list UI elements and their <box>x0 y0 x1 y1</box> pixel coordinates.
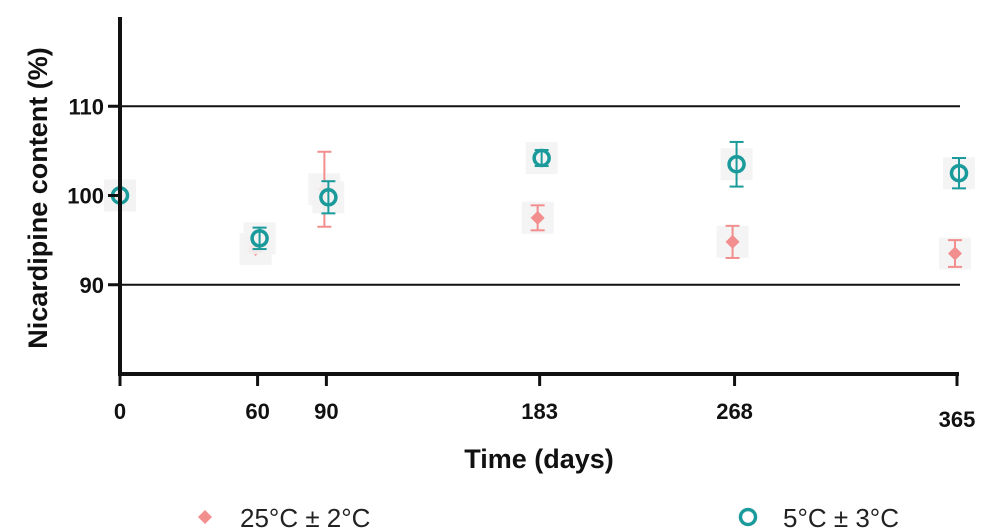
axes: 90 100 110 0 60 90 183 268 365 <box>67 17 975 432</box>
data-point <box>949 163 969 183</box>
plot-area <box>104 105 975 286</box>
y-tick-label: 110 <box>69 94 105 119</box>
x-tick-label: 365 <box>939 407 976 432</box>
x-tick-label: 183 <box>521 399 558 424</box>
legend-marker <box>738 507 758 527</box>
legend-label: 25°C ± 2°C <box>240 503 370 532</box>
series-1 <box>104 140 975 255</box>
x-tick-label: 60 <box>245 399 269 424</box>
legend-marker <box>198 510 212 524</box>
y-tick-label: 90 <box>80 273 104 298</box>
x-tick-label: 268 <box>716 399 753 424</box>
legend-item-1: 5°C ± 3°C <box>738 503 899 532</box>
y-tick-label: 100 <box>67 184 104 209</box>
data-point <box>725 234 740 249</box>
data-point <box>948 246 962 261</box>
data-point <box>319 188 338 207</box>
data-point <box>532 148 551 168</box>
x-axis-label: Time (days) <box>464 444 614 474</box>
x-tick-label: 90 <box>314 399 338 424</box>
x-tick-label: 0 <box>114 399 126 424</box>
legend-label: 5°C ± 3°C <box>783 503 899 532</box>
legend: 25°C ± 2°C 5°C ± 3°C <box>198 503 899 532</box>
data-point <box>727 155 746 174</box>
data-point <box>530 210 545 225</box>
y-axis-label: Nicardipine content (%) <box>23 47 53 349</box>
data-point <box>250 229 269 248</box>
legend-item-0: 25°C ± 2°C <box>198 503 370 532</box>
